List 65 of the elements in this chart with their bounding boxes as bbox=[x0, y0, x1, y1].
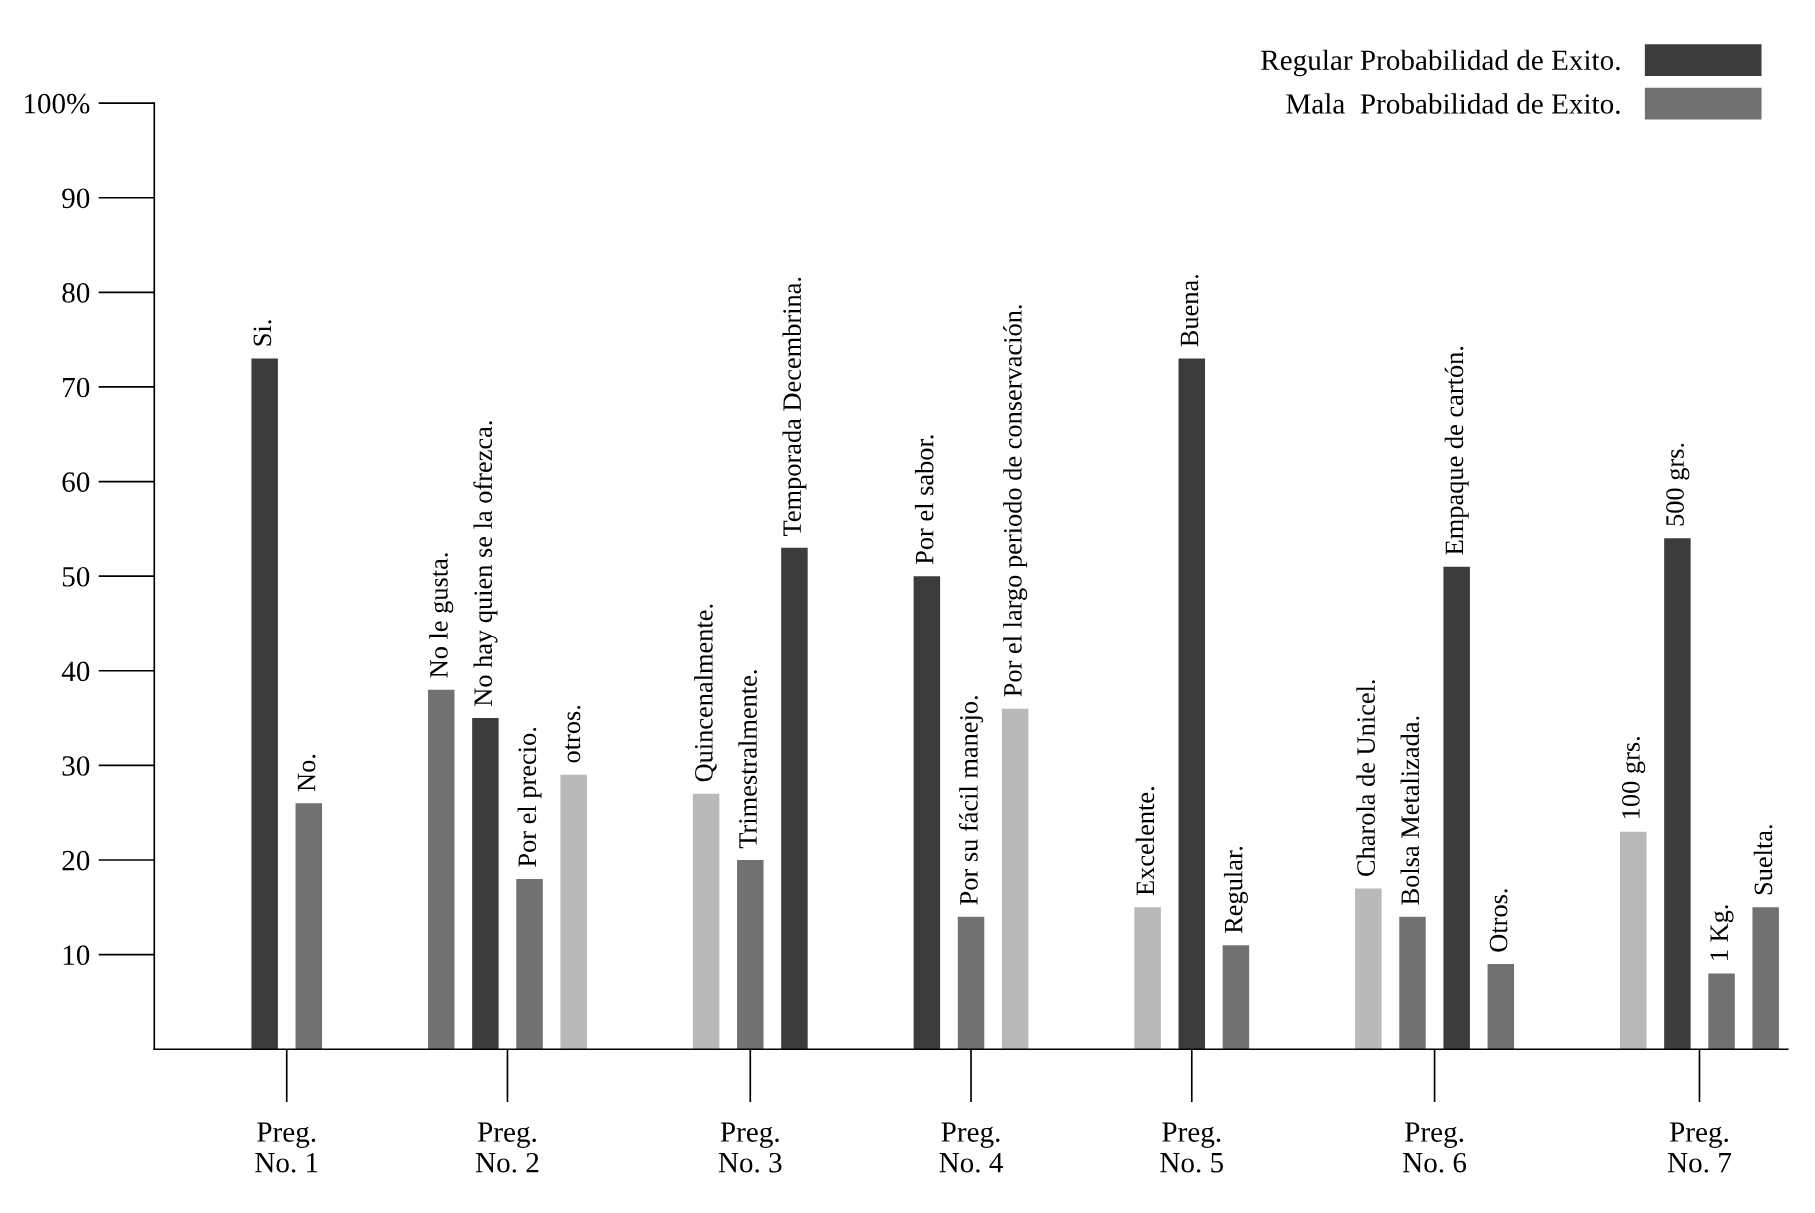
bar bbox=[913, 576, 941, 1050]
y-tick-label: 90 bbox=[62, 188, 90, 209]
y-tick-label: 70 bbox=[63, 377, 90, 398]
y-tick-label: 100% bbox=[24, 93, 90, 114]
y-tick-label: 60 bbox=[62, 472, 90, 492]
bar bbox=[692, 793, 720, 1050]
bar bbox=[516, 878, 543, 1050]
y-tick-label: 40 bbox=[61, 661, 90, 682]
x-tick-label: Quincenalmente. bbox=[694, 604, 717, 782]
bar bbox=[560, 774, 587, 1050]
text: Preg. No. 7 bbox=[1667, 1122, 1732, 1173]
x-tick-label: Buena. bbox=[1180, 274, 1199, 347]
legend-label: Mala Probabilidad de Exito. bbox=[1286, 93, 1620, 114]
text: Preg. No. 1 bbox=[255, 1122, 318, 1173]
bar bbox=[1443, 566, 1470, 1050]
x-tick-label: Por el largo periodo de conservación. bbox=[1003, 305, 1028, 697]
x-tick-label: Bolsa Metalizada. bbox=[1400, 716, 1420, 905]
y-tick-label: 30 bbox=[62, 756, 90, 776]
x-tick-label: Por su fácil manejo. bbox=[958, 696, 984, 905]
x-tick-label: 1 Kg. bbox=[1710, 905, 1734, 960]
x-tick-label: Otros. bbox=[1489, 889, 1508, 952]
bar bbox=[251, 358, 278, 1050]
x-tick-label: No hay quien se la ofrezca. bbox=[473, 421, 498, 706]
bar bbox=[1134, 907, 1161, 1050]
y-tick-label: 10 bbox=[63, 945, 90, 966]
x-tick-label: otros. bbox=[565, 705, 581, 763]
bar bbox=[295, 803, 323, 1050]
bar bbox=[1355, 888, 1382, 1050]
y-tick-label: 80 bbox=[62, 283, 90, 303]
x-tick-label: Si. bbox=[253, 320, 272, 346]
y-tick-label: 20 bbox=[62, 850, 90, 871]
bar bbox=[1752, 907, 1779, 1050]
bar bbox=[1664, 538, 1691, 1050]
bar bbox=[781, 547, 808, 1050]
x-tick-label: Por el sabor. bbox=[914, 435, 934, 565]
text: Preg. No. 5 bbox=[1160, 1122, 1224, 1173]
text: Preg. No. 4 bbox=[939, 1122, 1003, 1173]
bar bbox=[1399, 916, 1426, 1050]
bar bbox=[428, 689, 455, 1050]
text: Preg. No. 2 bbox=[475, 1122, 539, 1173]
bar bbox=[1001, 708, 1029, 1050]
y-tick-label: 50 bbox=[62, 566, 90, 587]
bar bbox=[1487, 964, 1515, 1050]
x-tick-label: Regular. bbox=[1223, 846, 1248, 934]
bar bbox=[1708, 973, 1735, 1050]
x-tick-label: No. bbox=[297, 754, 316, 792]
x-tick-label: Temporada Decembrina. bbox=[782, 277, 807, 536]
bar bbox=[957, 916, 985, 1050]
x-tick-label: No le gusta. bbox=[429, 553, 454, 678]
x-tick-label: Excelente. bbox=[1135, 787, 1155, 896]
text: Preg. No. 6 bbox=[1403, 1122, 1467, 1173]
legend-label: Regular Probabilidad de Exito. bbox=[1261, 49, 1620, 77]
x-tick-label: 100 grs. bbox=[1621, 736, 1646, 818]
bar bbox=[737, 860, 764, 1050]
bar bbox=[1222, 945, 1250, 1050]
bar bbox=[1178, 358, 1206, 1050]
x-tick-label: 500 grs. bbox=[1666, 443, 1690, 526]
x-tick-label: Charola de Unicel. bbox=[1356, 680, 1376, 876]
x-tick-label: Empaque de cartón. bbox=[1444, 346, 1469, 555]
x-tick-label: Trimestralmente. bbox=[738, 670, 757, 849]
x-tick-label: Por el precio. bbox=[517, 727, 542, 867]
bar bbox=[472, 718, 499, 1050]
bar bbox=[1620, 831, 1647, 1050]
x-tick-label: Suelta. bbox=[1753, 825, 1773, 895]
text: Preg. No. 3 bbox=[718, 1122, 782, 1173]
